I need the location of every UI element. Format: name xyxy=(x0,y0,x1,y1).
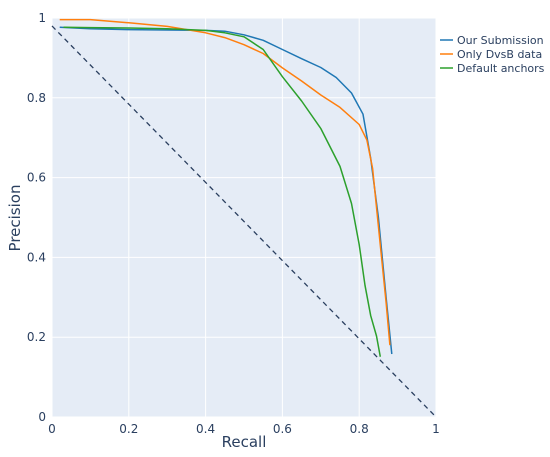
y-axis-title: Precision xyxy=(6,185,24,252)
x-axis-title: Recall xyxy=(222,433,267,451)
legend-label-only-dvsb-data: Only DvsB data xyxy=(457,48,542,61)
x-tick-label: 0.2 xyxy=(119,422,138,436)
x-tick-label: 0.4 xyxy=(196,422,215,436)
y-tick-label: 0.6 xyxy=(27,171,46,185)
y-tick-label: 0 xyxy=(38,410,46,424)
x-tick-label: 0.8 xyxy=(350,422,369,436)
x-tick-label: 0.6 xyxy=(273,422,292,436)
plot-area xyxy=(52,18,436,417)
legend: Our Submission Only DvsB data Default an… xyxy=(440,34,545,75)
x-tick-label: 1 xyxy=(432,422,440,436)
legend-label-default-anchors: Default anchors xyxy=(457,62,545,75)
grid-lines xyxy=(51,17,437,418)
legend-label-our-submission: Our Submission xyxy=(457,34,544,47)
x-tick-label: 0 xyxy=(48,422,56,436)
y-tick-label: 0.4 xyxy=(27,250,46,264)
reference-line xyxy=(51,25,437,418)
series-line-only-dvsb-data xyxy=(59,18,391,346)
series-lines xyxy=(59,18,393,357)
tick-labels: 0 0.2 0.4 0.6 0.8 1 0 0.2 0.4 0.6 0.8 1 xyxy=(27,11,440,436)
y-tick-label: 0.8 xyxy=(27,91,46,105)
series-line-default-anchors xyxy=(63,26,382,357)
reference-dashed-line xyxy=(51,25,437,418)
y-tick-label: 0.2 xyxy=(27,330,46,344)
y-tick-label: 1 xyxy=(38,11,46,25)
